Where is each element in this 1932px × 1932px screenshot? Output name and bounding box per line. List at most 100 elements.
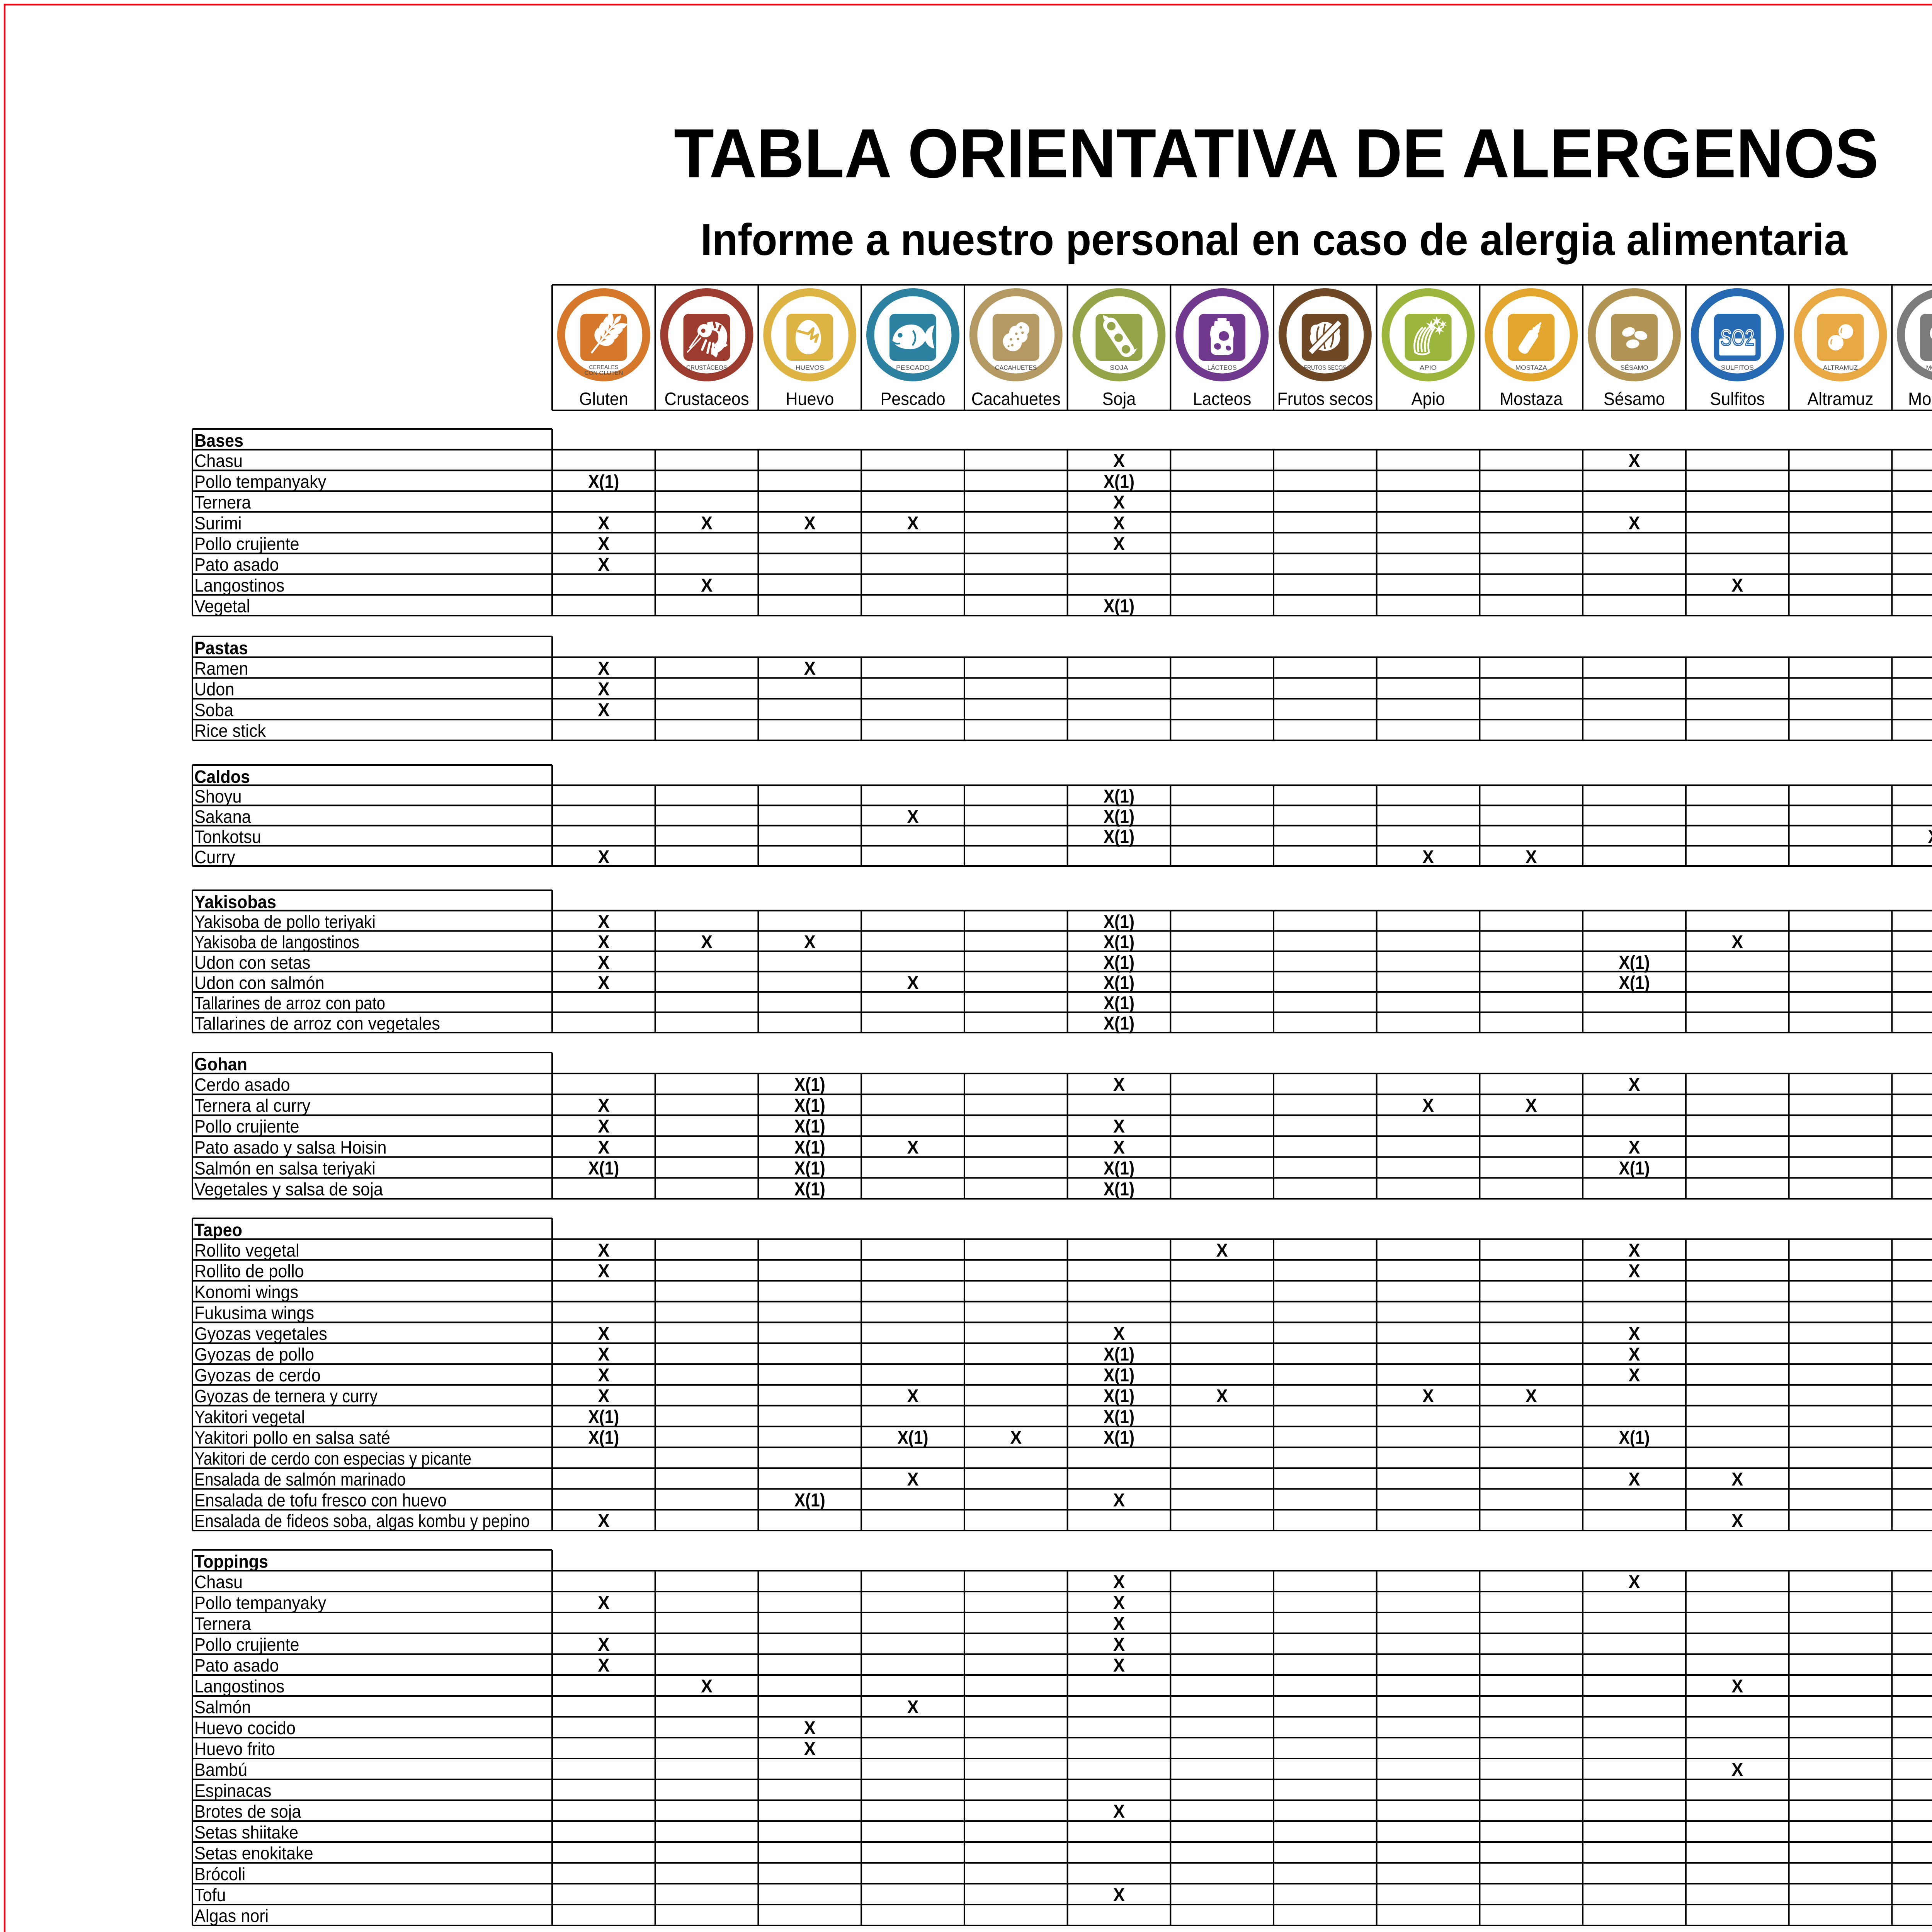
svg-text:X(1): X(1) bbox=[1619, 1158, 1650, 1179]
svg-text:X: X bbox=[907, 1137, 919, 1158]
svg-text:Gyozas de ternera y curry: Gyozas de ternera y curry bbox=[194, 1386, 378, 1406]
svg-text:Ternera: Ternera bbox=[194, 1614, 251, 1634]
svg-text:X: X bbox=[1731, 1760, 1743, 1780]
svg-text:Gyozas de pollo: Gyozas de pollo bbox=[194, 1344, 314, 1364]
svg-text:X(1): X(1) bbox=[1104, 952, 1134, 973]
svg-text:X: X bbox=[701, 1676, 713, 1697]
svg-text:X: X bbox=[1113, 1137, 1125, 1158]
svg-text:Pato asado: Pato asado bbox=[194, 554, 279, 575]
svg-text:X: X bbox=[598, 1386, 609, 1406]
svg-text:X: X bbox=[598, 554, 609, 575]
svg-text:Pato asado y salsa Hoisin: Pato asado y salsa Hoisin bbox=[194, 1137, 387, 1157]
svg-text:MOSTAZA: MOSTAZA bbox=[1515, 364, 1548, 371]
svg-text:X(1): X(1) bbox=[1104, 973, 1134, 993]
svg-text:Pollo crujiente: Pollo crujiente bbox=[194, 534, 299, 554]
svg-text:HUEVOS: HUEVOS bbox=[796, 364, 824, 371]
svg-text:Chasu: Chasu bbox=[194, 451, 243, 471]
svg-text:X(1): X(1) bbox=[588, 1158, 619, 1179]
svg-text:X: X bbox=[1113, 451, 1125, 471]
svg-text:Cerdo asado: Cerdo asado bbox=[194, 1075, 290, 1095]
svg-text:X: X bbox=[598, 847, 609, 867]
svg-text:X: X bbox=[907, 973, 919, 993]
svg-text:Pollo tempanyaky: Pollo tempanyaky bbox=[194, 471, 326, 492]
svg-text:X: X bbox=[1113, 1614, 1125, 1634]
svg-text:X(1): X(1) bbox=[588, 1428, 619, 1448]
svg-text:X: X bbox=[1113, 1075, 1125, 1095]
svg-text:Gyozas de cerdo: Gyozas de cerdo bbox=[194, 1365, 321, 1385]
svg-text:Tofu: Tofu bbox=[194, 1885, 226, 1905]
svg-text:X: X bbox=[598, 1634, 609, 1655]
svg-text:X(1): X(1) bbox=[898, 1428, 929, 1448]
svg-text:X: X bbox=[1629, 1344, 1640, 1365]
svg-text:X: X bbox=[1113, 1885, 1125, 1905]
svg-text:Ternera: Ternera bbox=[194, 492, 251, 512]
svg-text:X(1): X(1) bbox=[588, 1407, 619, 1427]
svg-text:X: X bbox=[1731, 575, 1743, 596]
svg-text:Rollito vegetal: Rollito vegetal bbox=[194, 1240, 299, 1260]
svg-text:SO2: SO2 bbox=[1720, 325, 1754, 350]
svg-text:X: X bbox=[1629, 513, 1640, 534]
svg-text:Crustaceos: Crustaceos bbox=[665, 389, 749, 409]
svg-text:X(1): X(1) bbox=[1104, 827, 1134, 847]
svg-text:Bambú: Bambú bbox=[194, 1760, 247, 1780]
svg-text:Yakitori vegetal: Yakitori vegetal bbox=[194, 1407, 305, 1427]
svg-text:Huevo cocido: Huevo cocido bbox=[194, 1718, 296, 1738]
svg-text:Sésamo: Sésamo bbox=[1604, 389, 1665, 409]
svg-text:Pescado: Pescado bbox=[881, 389, 946, 409]
svg-text:X: X bbox=[1526, 1386, 1537, 1406]
svg-text:Konomi wings: Konomi wings bbox=[194, 1282, 298, 1302]
svg-text:X: X bbox=[1629, 1365, 1640, 1386]
svg-text:Pollo tempanyaky: Pollo tempanyaky bbox=[194, 1593, 326, 1613]
svg-text:Curry: Curry bbox=[194, 847, 235, 867]
svg-text:X(1): X(1) bbox=[794, 1116, 825, 1137]
svg-text:X: X bbox=[1526, 847, 1537, 867]
svg-text:Udon con salmón: Udon con salmón bbox=[194, 973, 325, 993]
svg-text:X: X bbox=[598, 1240, 609, 1261]
svg-text:Ramen: Ramen bbox=[194, 658, 248, 679]
svg-text:X(1): X(1) bbox=[794, 1158, 825, 1179]
svg-text:Frutos secos: Frutos secos bbox=[1277, 389, 1373, 409]
svg-text:X: X bbox=[598, 1365, 609, 1386]
svg-text:CON GLUTEN: CON GLUTEN bbox=[584, 370, 623, 376]
svg-text:Setas enokitake: Setas enokitake bbox=[194, 1843, 313, 1863]
svg-text:X: X bbox=[1216, 1240, 1228, 1261]
svg-text:LÁCTEOS: LÁCTEOS bbox=[1208, 364, 1237, 371]
svg-text:X: X bbox=[598, 1593, 609, 1613]
svg-text:X: X bbox=[1113, 1801, 1125, 1822]
svg-text:X: X bbox=[1629, 1261, 1640, 1282]
svg-text:X: X bbox=[1113, 513, 1125, 534]
svg-text:Tallarines de arroz con pato: Tallarines de arroz con pato bbox=[194, 993, 385, 1013]
svg-text:X(1): X(1) bbox=[1619, 973, 1650, 993]
svg-text:X: X bbox=[1629, 1075, 1640, 1095]
svg-text:Moluscos: Moluscos bbox=[1908, 389, 1932, 409]
svg-text:X(1): X(1) bbox=[794, 1179, 825, 1199]
svg-text:X: X bbox=[1113, 1323, 1125, 1344]
svg-text:X: X bbox=[1113, 1634, 1125, 1655]
svg-text:X(1): X(1) bbox=[1104, 993, 1134, 1014]
svg-text:Salmón en salsa teriyaki: Salmón en salsa teriyaki bbox=[194, 1158, 376, 1178]
svg-text:Tallarines de arroz con vegeta: Tallarines de arroz con vegetales bbox=[194, 1014, 440, 1034]
svg-text:X: X bbox=[598, 1261, 609, 1282]
svg-text:Langostinos: Langostinos bbox=[194, 575, 284, 595]
svg-text:Udon: Udon bbox=[194, 679, 234, 699]
svg-text:X: X bbox=[598, 952, 609, 973]
svg-text:X: X bbox=[1629, 1323, 1640, 1344]
svg-text:X: X bbox=[1010, 1428, 1022, 1448]
svg-text:Yakisoba de langostinos: Yakisoba de langostinos bbox=[194, 932, 359, 952]
svg-text:X: X bbox=[598, 513, 609, 534]
svg-text:X: X bbox=[1422, 1095, 1434, 1116]
svg-text:X: X bbox=[1526, 1095, 1537, 1116]
svg-text:Altramuz: Altramuz bbox=[1807, 389, 1873, 409]
svg-text:X: X bbox=[1113, 1593, 1125, 1613]
svg-text:Tapeo: Tapeo bbox=[194, 1220, 242, 1240]
svg-text:X: X bbox=[1216, 1386, 1228, 1406]
svg-text:X(1): X(1) bbox=[1104, 1179, 1134, 1199]
svg-text:X: X bbox=[1629, 451, 1640, 471]
svg-text:Fukusima wings: Fukusima wings bbox=[194, 1303, 314, 1323]
svg-text:X: X bbox=[598, 1095, 609, 1116]
svg-text:X: X bbox=[598, 700, 609, 720]
svg-text:X: X bbox=[1629, 1240, 1640, 1261]
svg-text:X: X bbox=[804, 658, 816, 679]
svg-text:Ternera al curry: Ternera al curry bbox=[194, 1095, 310, 1116]
svg-text:Shoyu: Shoyu bbox=[194, 786, 242, 806]
